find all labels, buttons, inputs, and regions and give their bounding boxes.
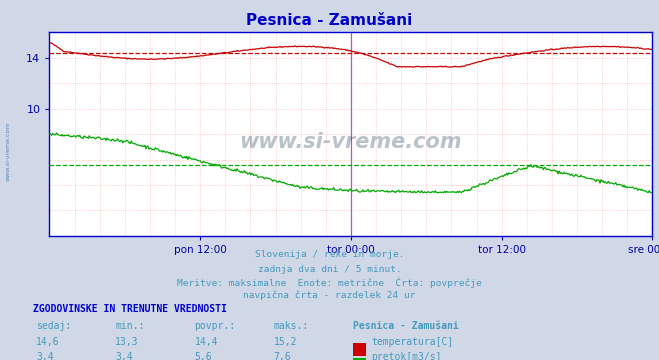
Text: temperatura[C]: temperatura[C] (371, 337, 453, 347)
Text: sedaj:: sedaj: (36, 321, 71, 332)
Text: maks.:: maks.: (273, 321, 308, 332)
Text: zadnja dva dni / 5 minut.: zadnja dva dni / 5 minut. (258, 265, 401, 274)
Text: Pesnica - Zamušani: Pesnica - Zamušani (353, 321, 458, 332)
Text: 3,4: 3,4 (36, 352, 54, 360)
Text: www.si-vreme.com: www.si-vreme.com (240, 132, 462, 152)
Text: 3,4: 3,4 (115, 352, 133, 360)
Text: Slovenija / reke in morje.: Slovenija / reke in morje. (255, 250, 404, 259)
Text: min.:: min.: (115, 321, 145, 332)
Text: pretok[m3/s]: pretok[m3/s] (371, 352, 442, 360)
Text: www.si-vreme.com: www.si-vreme.com (5, 121, 11, 181)
Text: 7,6: 7,6 (273, 352, 291, 360)
Text: Pesnica - Zamušani: Pesnica - Zamušani (246, 13, 413, 28)
Text: 13,3: 13,3 (115, 337, 139, 347)
Text: 5,6: 5,6 (194, 352, 212, 360)
Text: 14,6: 14,6 (36, 337, 60, 347)
Text: navpična črta - razdelek 24 ur: navpična črta - razdelek 24 ur (243, 291, 416, 300)
Text: ZGODOVINSKE IN TRENUTNE VREDNOSTI: ZGODOVINSKE IN TRENUTNE VREDNOSTI (33, 304, 227, 314)
Text: povpr.:: povpr.: (194, 321, 235, 332)
Text: 15,2: 15,2 (273, 337, 297, 347)
Text: Meritve: maksimalne  Enote: metrične  Črta: povprečje: Meritve: maksimalne Enote: metrične Črta… (177, 278, 482, 288)
Text: 14,4: 14,4 (194, 337, 218, 347)
